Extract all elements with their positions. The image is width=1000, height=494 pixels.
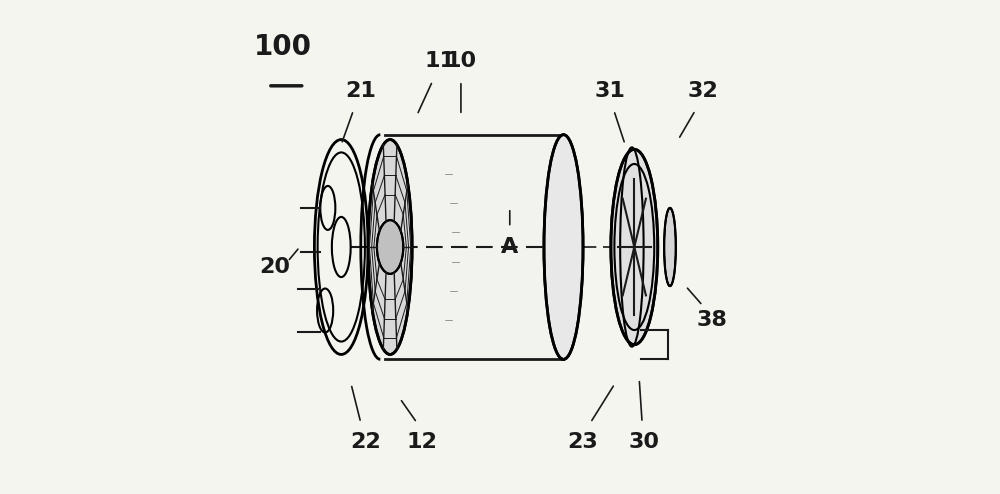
Text: 22: 22 (350, 432, 381, 453)
Ellipse shape (611, 149, 658, 345)
Text: 10: 10 (445, 51, 476, 72)
Ellipse shape (377, 220, 403, 274)
Text: 38: 38 (697, 310, 728, 330)
Ellipse shape (664, 208, 676, 286)
Ellipse shape (544, 135, 583, 359)
Text: 31: 31 (594, 81, 625, 101)
Polygon shape (380, 135, 563, 359)
Text: 11: 11 (425, 51, 456, 72)
Text: 23: 23 (568, 432, 598, 453)
Text: 12: 12 (406, 432, 437, 453)
Text: 30: 30 (629, 432, 660, 453)
Text: 32: 32 (687, 81, 718, 101)
Text: 100: 100 (254, 33, 312, 61)
Text: A: A (501, 237, 518, 257)
Text: 21: 21 (345, 81, 376, 101)
Ellipse shape (368, 139, 412, 355)
Text: 20: 20 (259, 256, 290, 277)
